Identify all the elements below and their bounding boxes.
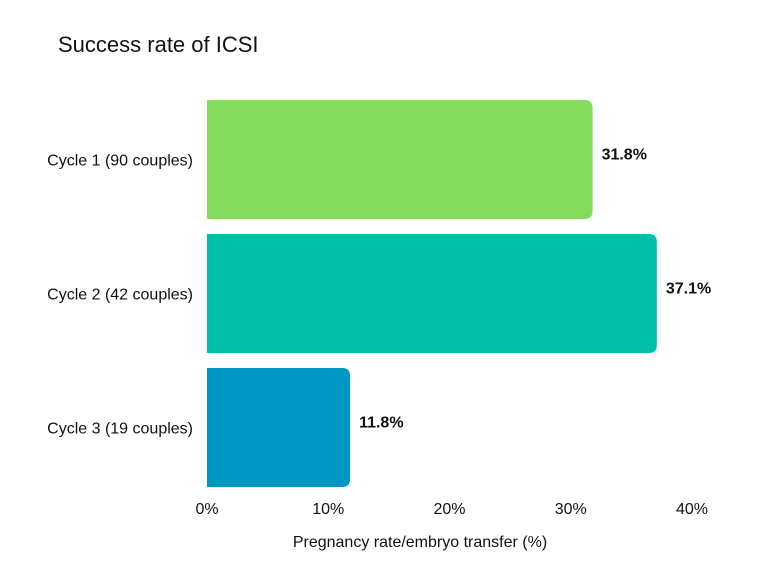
data-label: 11.8%	[359, 415, 403, 432]
bars-group: Cycle 1 (90 couples) 31.8% Cycle 2 (42 cou…	[47, 100, 711, 487]
chart-title: Success rate of ICSI	[58, 32, 259, 57]
data-label: 37.1%	[666, 281, 711, 298]
bar	[207, 234, 657, 353]
x-axis-ticks: 0% 10% 20% 30% 40%	[195, 501, 708, 518]
x-tick-label: 30%	[555, 501, 587, 518]
x-tick-label: 40%	[676, 501, 708, 518]
bar	[207, 100, 593, 219]
bar	[207, 368, 351, 487]
category-label: Cycle 3 (19 couples)	[47, 421, 193, 438]
x-tick-label: 0%	[195, 501, 218, 518]
data-label: 31.8%	[602, 147, 647, 164]
x-axis-label: Pregnancy rate/embryo transfer (%)	[293, 534, 547, 551]
x-tick-label: 20%	[433, 501, 465, 518]
category-label: Cycle 1 (90 couples)	[47, 153, 193, 170]
category-label: Cycle 2 (42 couples)	[47, 287, 193, 304]
x-tick-label: 10%	[312, 501, 344, 518]
